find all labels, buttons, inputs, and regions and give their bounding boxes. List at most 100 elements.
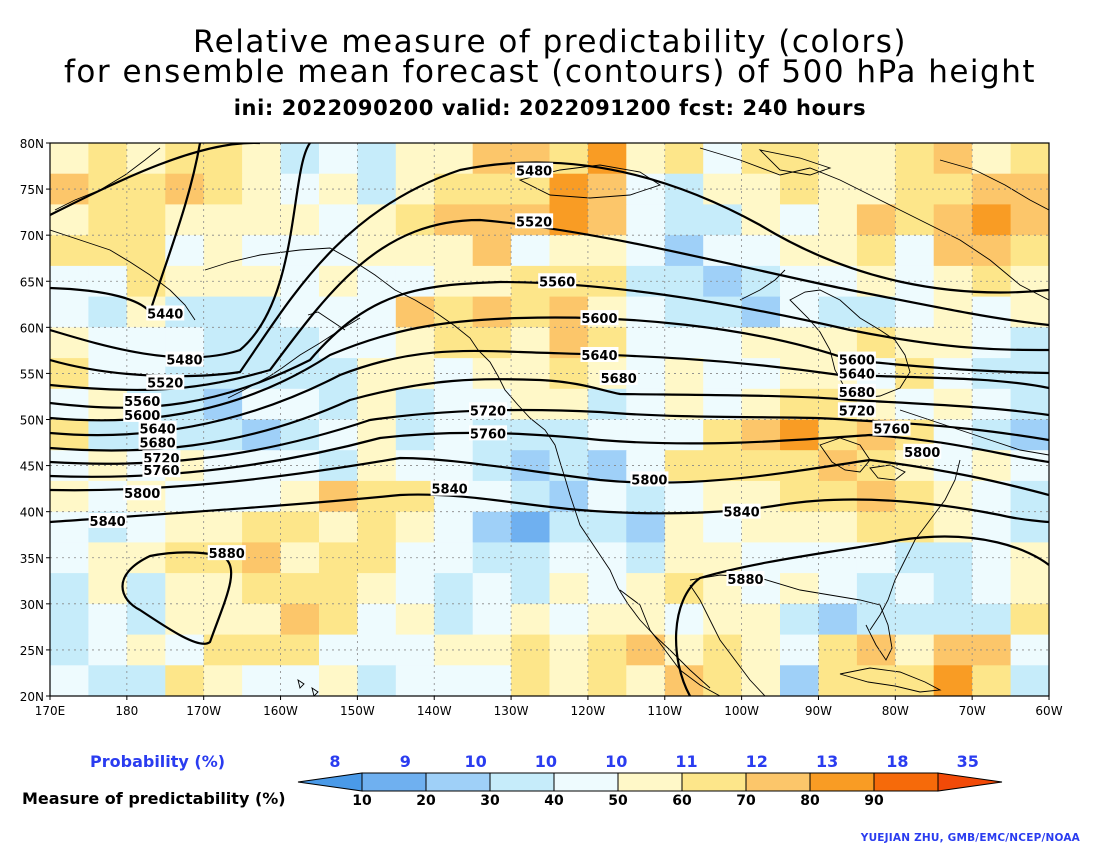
shading-cell <box>242 204 282 236</box>
shading-cell <box>165 665 205 696</box>
shading-cell <box>780 204 819 236</box>
contour-label: 5800 <box>631 473 667 488</box>
shading-cell <box>780 388 819 421</box>
shading-cell <box>357 573 397 605</box>
shading-cell <box>357 143 397 175</box>
shading-cell <box>511 235 551 267</box>
shading-cell <box>741 603 781 636</box>
shading-cell <box>780 296 819 328</box>
shading-cell <box>126 573 166 605</box>
shading-cell <box>319 143 358 175</box>
shading-cell <box>357 665 397 696</box>
shading-cell <box>242 573 282 605</box>
shading-cell <box>1010 388 1049 421</box>
shading-cell <box>895 296 935 328</box>
shading-cell <box>472 603 512 636</box>
shading-cell <box>434 327 474 359</box>
height-contour-line <box>50 408 1049 465</box>
shading-cell <box>856 573 896 605</box>
legend-probability-value: 10 <box>464 752 486 771</box>
shading-cell <box>780 573 819 605</box>
shading-cell <box>972 480 1012 513</box>
lon-tick-label: 80W <box>882 704 909 718</box>
lat-tick-label: 80N <box>20 137 44 151</box>
shading-cell <box>972 296 1012 328</box>
shading-cell <box>357 204 397 236</box>
contour-label-bg <box>469 425 508 441</box>
shading-cell <box>434 665 474 696</box>
shading-cell <box>319 511 358 543</box>
lat-tick-label: 60N <box>20 321 44 335</box>
shading-cell <box>280 327 320 359</box>
shading-cell <box>319 480 358 513</box>
shading-cell <box>933 358 973 390</box>
shading-cell <box>972 573 1012 605</box>
contour-label: 5640 <box>139 423 175 438</box>
shading-cell <box>818 573 858 605</box>
shading-cell <box>972 327 1012 359</box>
shading-cell <box>856 511 896 543</box>
shading-cell <box>972 143 1012 175</box>
shading-cell <box>972 204 1012 236</box>
height-contour-line <box>50 218 1049 392</box>
lat-lon-grid <box>50 143 1049 696</box>
height-contour-line <box>675 535 1049 696</box>
contour-label-bg <box>430 480 469 496</box>
shading-cell <box>549 511 589 543</box>
contour-label: 5680 <box>139 437 175 452</box>
shading-cell <box>242 511 282 543</box>
shading-cell <box>319 665 358 696</box>
legend-probability-value: 12 <box>746 752 768 771</box>
shading-cell <box>856 480 896 513</box>
shading-cell <box>357 511 397 543</box>
shading-cell <box>1010 603 1049 636</box>
shading-cell <box>664 480 704 513</box>
lat-tick-label: 45N <box>20 460 44 474</box>
contour-label-bg <box>142 450 181 466</box>
shading-cell <box>972 419 1012 451</box>
contour-label-bg <box>165 351 204 367</box>
shading-cell <box>280 480 320 513</box>
shading-cell <box>856 603 896 636</box>
shading-cell <box>395 143 435 175</box>
lon-tick-label: 100W <box>724 704 759 718</box>
shading-cell <box>50 480 89 513</box>
contour-label: 5680 <box>839 386 875 401</box>
contour-label: 5800 <box>904 446 940 461</box>
shading-cell <box>357 419 397 451</box>
shading-cell <box>587 603 627 636</box>
shading-cell <box>856 296 896 328</box>
contour-label-bg <box>538 273 577 289</box>
legend-tick-label: 30 <box>480 793 500 809</box>
contour-label: 5880 <box>209 547 245 562</box>
legend-probability-value: 13 <box>816 752 838 771</box>
shading-cell <box>126 235 166 267</box>
legend-probability-value: 18 <box>886 752 908 771</box>
shading-cell <box>203 573 243 605</box>
shading-cell <box>664 143 704 175</box>
shading-cell <box>895 603 935 636</box>
shading-cell <box>511 480 551 513</box>
shading-cell <box>741 388 781 421</box>
shading-cell <box>587 511 627 543</box>
shading-cell <box>126 603 166 636</box>
lon-tick-label: 170W <box>186 704 221 718</box>
legend-color-swatch <box>681 772 747 792</box>
contour-label: 5520 <box>147 377 183 392</box>
shading-cell <box>50 235 89 267</box>
shading-cell <box>856 173 896 205</box>
shading-cell <box>664 327 704 359</box>
shading-cell <box>203 235 243 267</box>
shading-cell <box>165 511 205 543</box>
shading-cell <box>1010 665 1049 696</box>
contour-label: 5840 <box>90 515 126 530</box>
contour-label: 5600 <box>124 409 160 424</box>
contour-label-bg <box>207 545 246 561</box>
shading-cell <box>664 634 704 666</box>
contour-label: 5880 <box>727 573 763 588</box>
title-line-3: ini: 2022090200 valid: 2022091200 fcst: … <box>233 96 867 120</box>
legend-tick-label: 40 <box>544 793 564 809</box>
shading-cell <box>856 235 896 267</box>
shading-cell <box>933 327 973 359</box>
shading-cell <box>741 327 781 359</box>
